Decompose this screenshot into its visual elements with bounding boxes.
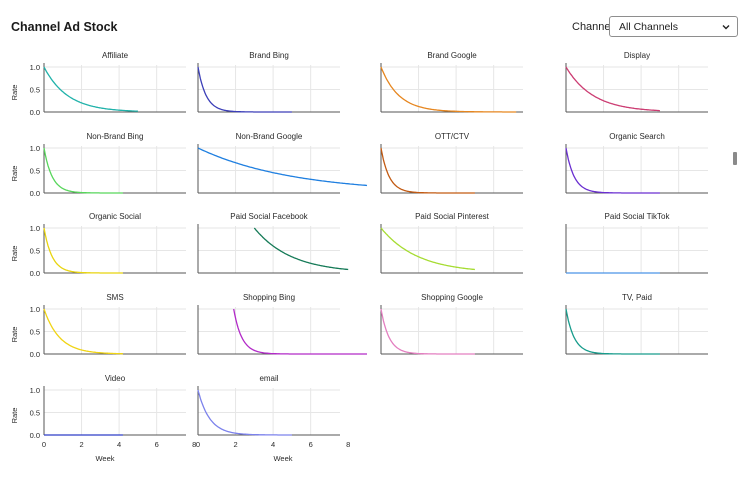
x-tick-label: 2 <box>79 440 83 449</box>
series-line-sms <box>43 308 123 355</box>
channel-select[interactable]: All Channels <box>609 16 738 37</box>
panel-title-non-brand-bing: Non-Brand Bing <box>87 132 144 141</box>
y-tick-label: 1.0 <box>30 63 40 72</box>
series-line-shopping-google <box>380 308 475 355</box>
series-line-display <box>565 66 660 112</box>
y-tick-label: 1.0 <box>30 224 40 233</box>
y-tick-label: 0.5 <box>30 86 40 95</box>
y-tick-label: 0.0 <box>30 350 40 359</box>
x-tick-label: 0 <box>196 440 200 449</box>
y-axis-label: Rate <box>10 327 19 343</box>
x-tick-label: 8 <box>192 440 196 449</box>
x-tick-label: 4 <box>271 440 275 449</box>
x-tick-label: 6 <box>309 440 313 449</box>
panel-title-shopping-bing: Shopping Bing <box>243 293 295 302</box>
series-line-non-brand-bing <box>43 147 123 194</box>
y-axis-label: Rate <box>10 408 19 424</box>
panel-title-paid-social-pinterest: Paid Social Pinterest <box>415 212 490 221</box>
panel-title-brand-google: Brand Google <box>427 51 477 60</box>
y-tick-label: 0.0 <box>30 108 40 117</box>
series-line-ott-ctv <box>380 147 475 194</box>
series-line-email <box>197 389 292 436</box>
panel-title-email: email <box>259 374 278 383</box>
series-line-affiliate <box>43 66 138 112</box>
panel-title-ott-ctv: OTT/CTV <box>435 132 470 141</box>
scrollbar-thumb[interactable] <box>733 152 737 165</box>
series-line-brand-google <box>380 66 517 113</box>
x-tick-label: 6 <box>155 440 159 449</box>
channel-select-value: All Channels <box>619 21 678 33</box>
panel-title-display: Display <box>624 51 650 60</box>
x-tick-label: 4 <box>117 440 121 449</box>
y-axis-label: Rate <box>10 246 19 262</box>
y-tick-label: 0.0 <box>30 189 40 198</box>
y-tick-label: 1.0 <box>30 386 40 395</box>
x-axis-label: Week <box>273 454 292 463</box>
panel-title-video: Video <box>105 374 126 383</box>
series-line-brand-bing <box>197 66 292 113</box>
panel-title-paid-social-tiktok: Paid Social TikTok <box>605 212 671 221</box>
panel-title-organic-social: Organic Social <box>89 212 141 221</box>
panel-title-tv-paid: TV, Paid <box>622 293 652 302</box>
series-line-paid-social-facebook <box>253 227 349 271</box>
panel-title-organic-search: Organic Search <box>609 132 665 141</box>
y-axis-label: Rate <box>10 166 19 182</box>
series-line-organic-search <box>565 147 660 194</box>
x-tick-label: 8 <box>346 440 350 449</box>
page-title: Channel Ad Stock <box>11 20 118 34</box>
panel-title-brand-bing: Brand Bing <box>249 51 289 60</box>
x-tick-label: 0 <box>42 440 46 449</box>
panel-title-shopping-google: Shopping Google <box>421 293 483 302</box>
panel-title-paid-social-facebook: Paid Social Facebook <box>230 212 308 221</box>
y-tick-label: 0.0 <box>30 431 40 440</box>
panel-title-affiliate: Affiliate <box>102 51 129 60</box>
channel-label: Channel <box>572 21 613 33</box>
y-axis-label: Rate <box>10 85 19 101</box>
panel-title-sms: SMS <box>106 293 123 302</box>
series-line-tv-paid <box>565 308 660 355</box>
series-line-non-brand-google <box>197 147 368 187</box>
y-tick-label: 1.0 <box>30 305 40 314</box>
y-tick-label: 0.5 <box>30 328 40 337</box>
y-tick-label: 0.0 <box>30 269 40 278</box>
y-tick-label: 0.5 <box>30 247 40 256</box>
x-tick-label: 2 <box>233 440 237 449</box>
y-tick-label: 0.5 <box>30 167 40 176</box>
y-tick-label: 1.0 <box>30 144 40 153</box>
series-line-paid-social-pinterest <box>380 227 475 271</box>
y-tick-label: 0.5 <box>30 409 40 418</box>
panel-title-non-brand-google: Non-Brand Google <box>236 132 303 141</box>
x-axis-label: Week <box>95 454 114 463</box>
series-line-shopping-bing <box>233 308 367 355</box>
chevron-down-icon <box>722 25 730 30</box>
series-line-organic-social <box>43 227 123 274</box>
